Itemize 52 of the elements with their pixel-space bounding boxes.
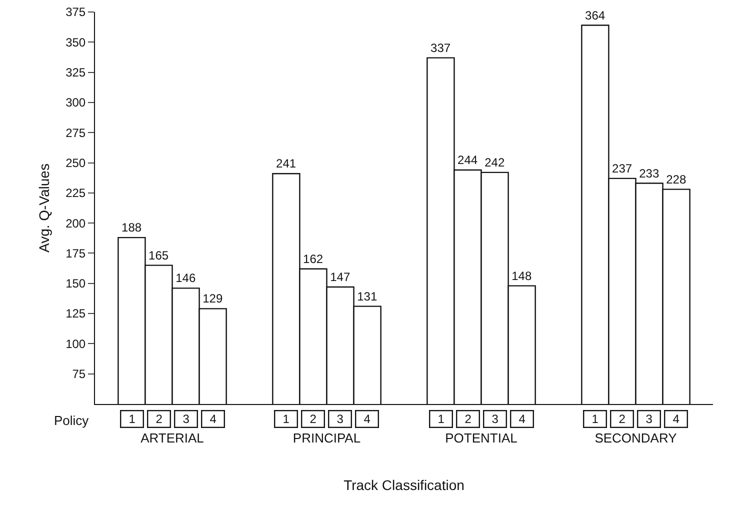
data-label: 337 [430, 40, 451, 55]
y-tick-label: 175 [66, 246, 86, 260]
data-label: 129 [202, 292, 223, 306]
text: 3 [336, 412, 344, 426]
y-tick-label: 300 [66, 96, 86, 110]
legend-label: 2 [156, 412, 163, 426]
data-label: 237 [612, 161, 632, 176]
data-label: 165 [148, 248, 169, 262]
y-tick-label: 200 [66, 216, 86, 230]
y-tick-label: 350 [66, 35, 86, 50]
text: 2 [618, 412, 626, 426]
legend-label: 3 [182, 412, 190, 426]
x-tick-label: ARTERIAL [140, 430, 204, 446]
x-tick-label: POTENTIAL [445, 430, 518, 446]
data-label: 364 [585, 8, 606, 22]
text: 2 [310, 412, 316, 426]
text: 2 [464, 412, 472, 426]
x-axis-title: Track Classification [344, 476, 464, 493]
data-label: 242 [484, 155, 505, 170]
legend-title: Policy [54, 413, 90, 428]
legend-label: 4 [210, 412, 217, 426]
y-tick-label: 275 [66, 126, 86, 140]
data-label: 241 [276, 156, 296, 171]
data-label: 146 [176, 271, 196, 286]
data-label: 162 [303, 252, 324, 266]
text: 1 [592, 412, 598, 426]
data-label: 233 [639, 166, 660, 180]
data-label: 131 [357, 289, 378, 304]
y-tick-label: 150 [66, 276, 86, 291]
data-label: 147 [330, 270, 350, 284]
data-label: 188 [122, 220, 142, 235]
text: 3 [492, 412, 498, 426]
y-tick-label: 125 [66, 306, 86, 321]
text: 4 [672, 412, 680, 426]
text: 1 [282, 412, 290, 426]
y-tick-label: 375 [66, 5, 86, 20]
text: 1 [128, 412, 136, 426]
data-label: 228 [666, 172, 686, 186]
y-axis-title: Avg. Q-Values [36, 164, 52, 252]
x-tick-label: SECONDARY [594, 430, 678, 446]
data-label: 148 [512, 268, 532, 283]
x-tick-label: PRINCIPAL [292, 430, 361, 446]
text: 3 [646, 412, 652, 426]
y-tick-label: 75 [72, 367, 86, 382]
y-tick-label: 250 [66, 156, 86, 170]
y-tick-label: 225 [66, 186, 86, 200]
text: 4 [518, 412, 526, 426]
series-label: 1 [438, 412, 445, 426]
y-tick-label: 325 [66, 66, 86, 80]
y-tick-label: 100 [66, 336, 86, 351]
text: 4 [364, 412, 370, 426]
data-label: 244 [458, 153, 478, 168]
